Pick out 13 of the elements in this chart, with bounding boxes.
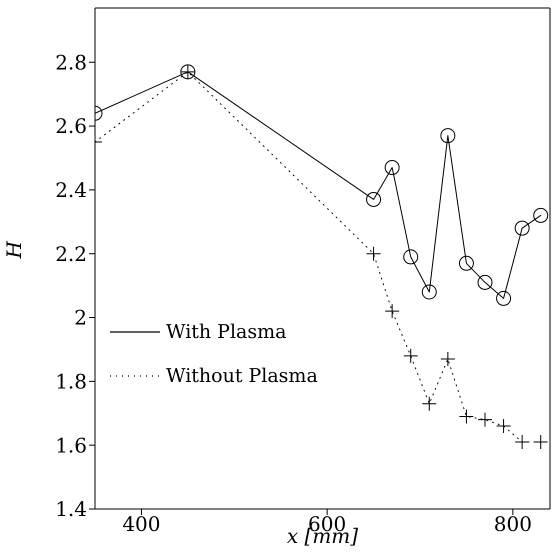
y-tick-label: 1.6 [55,433,87,458]
x-tick-label: 400 [122,512,161,536]
y-tick-label: 1.4 [55,497,87,522]
y-tick-label: 2 [74,306,87,330]
y-tick-label: 2.8 [55,50,87,74]
y-tick-label: 2.4 [55,178,87,202]
legend-label: With Plasma [166,321,286,343]
y-tick-label: 1.8 [55,369,87,394]
y-axis-title: H [2,240,26,260]
legend-label: Without Plasma [166,365,318,387]
y-tick-label: 2.6 [55,114,87,138]
y-tick-label: 2.2 [55,242,87,266]
x-tick-label: 800 [494,512,532,536]
